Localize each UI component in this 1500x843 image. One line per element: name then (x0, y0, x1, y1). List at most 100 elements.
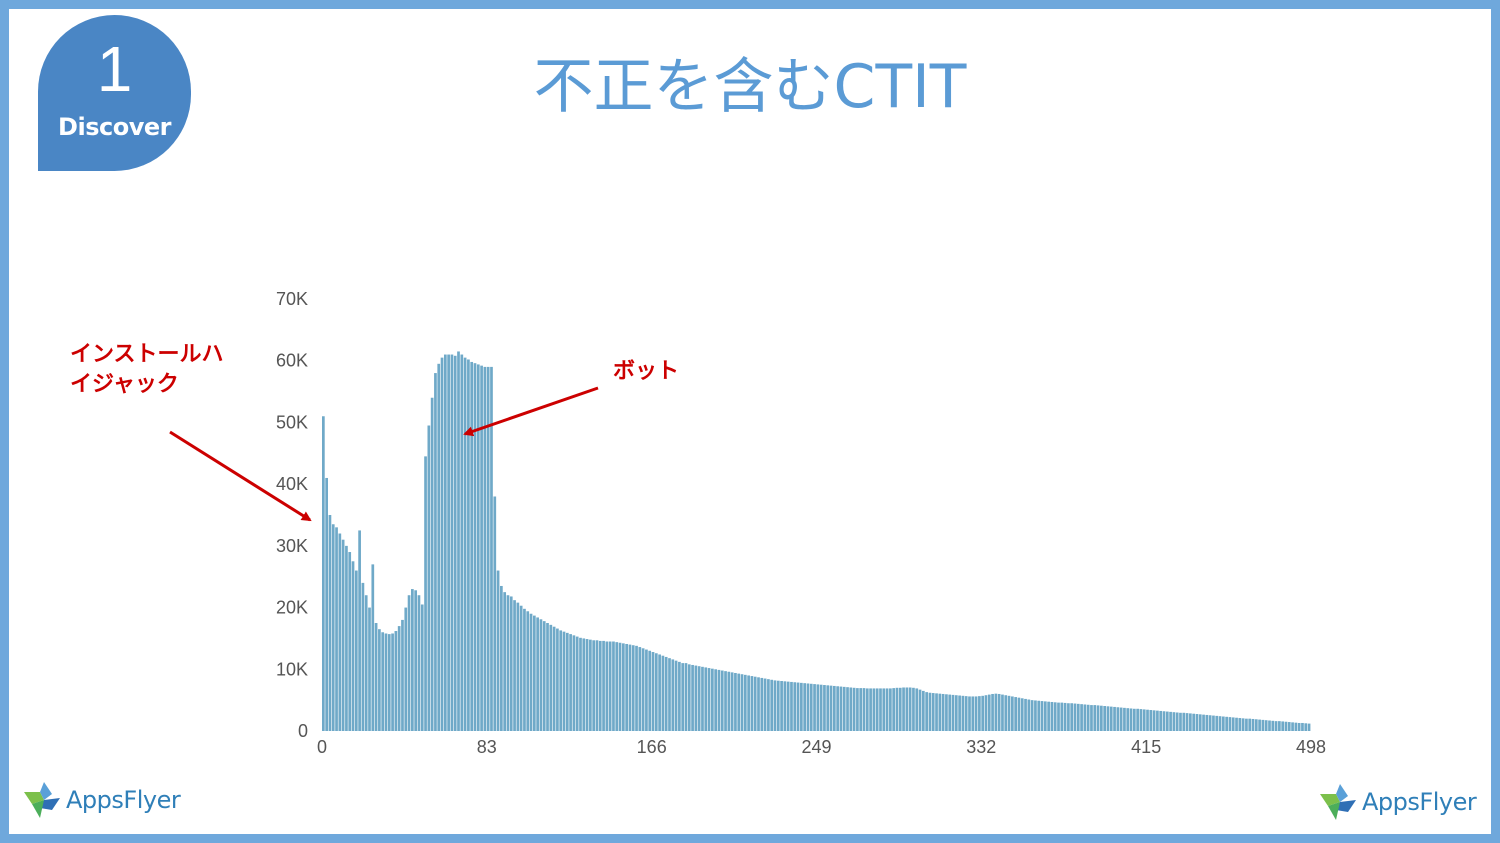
bar (954, 695, 958, 731)
bar (565, 632, 569, 731)
bar (1126, 708, 1130, 731)
bar (740, 674, 744, 731)
bar (589, 639, 592, 731)
appsflyer-logo-icon (24, 782, 60, 818)
bar (572, 635, 576, 731)
bar (1106, 706, 1110, 731)
bar (1215, 715, 1219, 731)
bar (1037, 700, 1041, 731)
bar (694, 665, 698, 731)
bar (1152, 710, 1156, 731)
bar (1212, 715, 1215, 731)
page-title: 不正を含むCTIT (533, 52, 967, 122)
bar (526, 611, 530, 731)
bar (826, 685, 830, 731)
bar (503, 592, 507, 731)
bar (552, 626, 556, 731)
bar (401, 619, 404, 731)
bar (697, 666, 701, 731)
bar (631, 645, 635, 731)
bar (473, 363, 477, 731)
bar (678, 661, 681, 731)
bar (519, 605, 523, 731)
bar (925, 692, 928, 731)
bar (1274, 721, 1278, 731)
bar (786, 681, 790, 731)
bar (875, 688, 879, 731)
bar (470, 361, 474, 731)
bar (1030, 700, 1034, 731)
hijack-arrow (169, 430, 312, 522)
bar (760, 677, 764, 731)
bar (1179, 712, 1182, 731)
bar (1063, 702, 1067, 731)
bar (1225, 716, 1228, 731)
bar (1024, 698, 1027, 731)
bar (1221, 716, 1225, 731)
x-tick-label: 332 (966, 737, 996, 757)
bar (681, 663, 685, 731)
bar (763, 678, 767, 731)
bar (381, 632, 385, 731)
step-badge: 1 Discover (38, 15, 191, 171)
bar (865, 688, 869, 731)
bar (958, 695, 961, 731)
bar (335, 527, 338, 731)
bar (1073, 703, 1077, 731)
bar (437, 363, 441, 731)
bar (1050, 701, 1054, 731)
bar (823, 685, 826, 731)
bar (569, 634, 572, 731)
bar (654, 653, 658, 731)
bar (1119, 707, 1123, 731)
x-tick-label: 166 (637, 737, 667, 757)
bar (1301, 722, 1304, 731)
bar (664, 656, 668, 731)
bar (829, 685, 833, 731)
bar (407, 595, 411, 731)
bar (506, 595, 510, 731)
bar (1261, 719, 1265, 731)
bar (559, 630, 563, 731)
bar (997, 693, 1001, 731)
bar (879, 688, 882, 731)
bar (338, 533, 342, 731)
bar (806, 683, 810, 731)
x-axis-ticks: 0 83 166 249 332 415 498 (317, 737, 1326, 757)
bar (387, 634, 391, 731)
bar (635, 645, 638, 731)
bar (717, 669, 721, 731)
bar (592, 640, 596, 731)
bar (493, 496, 497, 731)
bar (1027, 699, 1031, 731)
bar (1057, 702, 1060, 731)
bot-annotation: ボット (613, 359, 680, 384)
bar (556, 628, 559, 731)
bar (397, 626, 401, 731)
bar (684, 663, 688, 731)
bar (1307, 723, 1311, 731)
bar (625, 643, 628, 731)
bar (582, 638, 586, 731)
bar (1142, 709, 1146, 731)
bar (902, 687, 905, 731)
y-axis-ticks: 0 10K 20K 30K 40K 50K 60K 70K (276, 289, 308, 741)
bar (724, 671, 727, 731)
install-hijack-annotation: インストールハイジャック (70, 342, 224, 397)
bar (417, 595, 421, 731)
bar (668, 658, 671, 731)
bar (734, 672, 737, 731)
bar (1132, 708, 1136, 731)
bar (800, 682, 803, 731)
y-tick-label: 30K (276, 536, 308, 556)
bar (780, 681, 783, 731)
bar (968, 696, 971, 731)
bar (371, 564, 375, 731)
bar (767, 679, 770, 731)
bar (1067, 703, 1070, 731)
bar (575, 636, 579, 731)
bar (1053, 702, 1057, 731)
bar (750, 676, 754, 731)
bar (539, 619, 543, 731)
